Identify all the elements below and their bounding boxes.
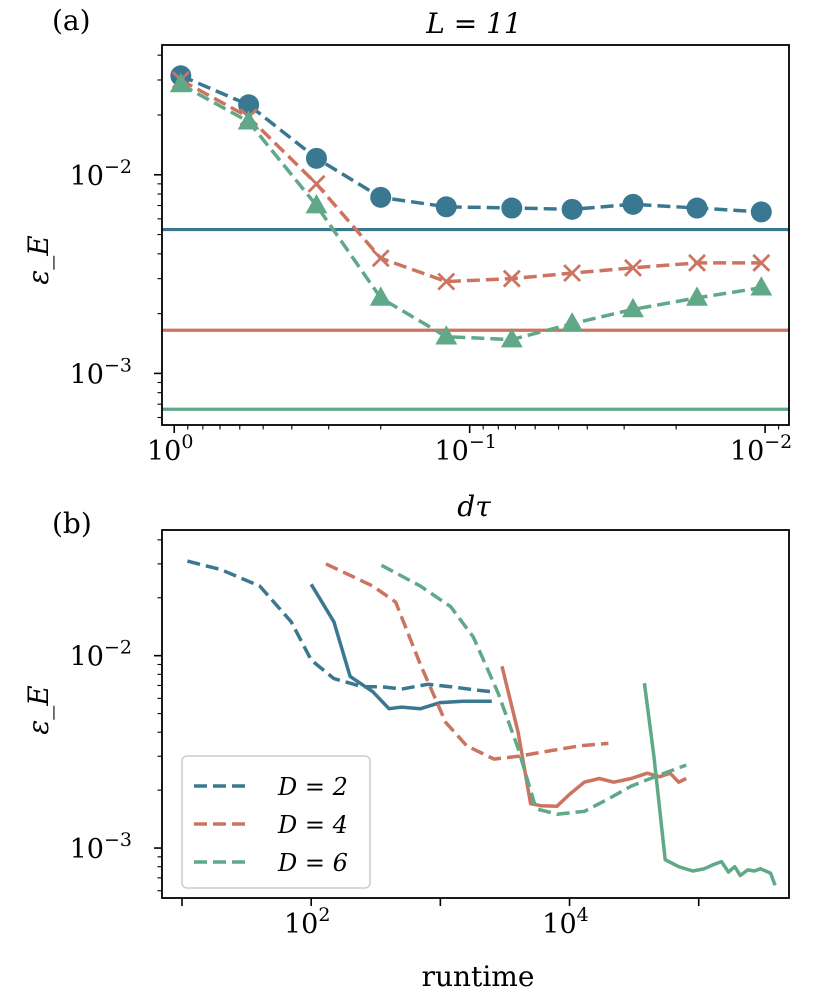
- series-line-d-2-dashed: [186, 559, 492, 694]
- panel-b-plot: 102 104 10−2 10−3 D = 2 D = 4 D = 6: [70, 529, 790, 940]
- series-line-d-6-solid: [642, 682, 777, 886]
- marker-x-s2-9: [688, 253, 707, 272]
- panel-b-xlabel: runtime: [422, 960, 535, 993]
- series-line-d-2-solid: [309, 583, 492, 711]
- marker-triangle-s3-10: [750, 276, 773, 296]
- panel-b-ylabel: ε_E: [22, 685, 55, 734]
- marker-triangle-s3-1: [169, 72, 192, 93]
- marker-circle-s1-7: [561, 198, 583, 220]
- legend: D = 2 D = 4 D = 6: [181, 755, 371, 889]
- marker-circle-s1-5: [435, 196, 457, 218]
- marker-x-s2-8: [623, 258, 642, 277]
- marker-x-s2-7: [563, 264, 582, 283]
- legend-item-1: D = 2: [194, 773, 348, 801]
- panel-b-tag: (b): [52, 507, 92, 540]
- marker-x-s2-4: [371, 249, 390, 268]
- panel-a-x-tick-label-2: 10−1: [434, 431, 496, 467]
- panel-a-tag: (a): [52, 4, 91, 37]
- panel-a-title: L = 11: [425, 7, 521, 40]
- marker-triangle-s3-4: [369, 286, 392, 306]
- panel-a-x-tick-label-3: 10−2: [730, 431, 792, 467]
- panel-a-xlabel: dτ: [457, 490, 491, 523]
- marker-triangle-s3-3: [305, 194, 328, 214]
- marker-x-s2-5: [437, 272, 456, 291]
- panel-b-y-tick-label-2: 10−3: [70, 829, 132, 865]
- panel-a-x-tick-label-1: 100: [147, 431, 193, 467]
- panel-a-plot: 100 10−1 10−2 10−2 10−3: [70, 44, 792, 467]
- marker-circle-s1-8: [622, 193, 644, 215]
- marker-triangle-s3-9: [686, 286, 708, 306]
- panel-a-data-area: [162, 65, 789, 411]
- panel-a-y-tick-label-1: 10−2: [70, 156, 132, 192]
- marker-triangle-s3-5: [435, 325, 458, 345]
- series-line-d-2: [180, 74, 762, 214]
- marker-triangle-s3-6: [500, 328, 523, 348]
- marker-x-s2-3: [307, 174, 326, 193]
- series-line-d-4: [179, 78, 762, 284]
- legend-label: D = 4: [277, 811, 348, 839]
- series-line-d-4-dashed: [325, 562, 609, 761]
- panel-a-y-tick-label-2: 10−3: [70, 354, 132, 390]
- marker-circle-s1-9: [686, 197, 708, 219]
- marker-circle-s1-6: [501, 197, 523, 219]
- legend-item-2: D = 4: [194, 811, 348, 839]
- marker-x-s2-10: [752, 253, 771, 272]
- marker-circle-s1-3: [305, 147, 327, 169]
- legend-label: D = 2: [277, 773, 348, 801]
- panel-b-data-area: [186, 559, 777, 886]
- marker-circle-s1-10: [750, 201, 772, 223]
- legend-item-3: D = 6: [194, 849, 348, 877]
- legend-box: [181, 755, 371, 889]
- series-line-d-6-dashed: [380, 563, 687, 816]
- series-line-d-6: [179, 82, 762, 342]
- marker-triangle-s3-2: [237, 110, 260, 130]
- legend-label: D = 6: [277, 849, 348, 877]
- panel-b-x-tick-label-2: 104: [542, 904, 588, 940]
- marker-circle-s1-4: [370, 186, 392, 208]
- panel-a-ylabel: ε_E: [22, 235, 55, 284]
- marker-triangle-s3-8: [622, 297, 644, 318]
- marker-triangle-s3-7: [561, 312, 584, 332]
- panel-b-x-tick-label-1: 102: [284, 904, 330, 940]
- panel-b-y-tick-label-1: 10−2: [70, 637, 132, 673]
- marker-x-s2-6: [502, 269, 521, 288]
